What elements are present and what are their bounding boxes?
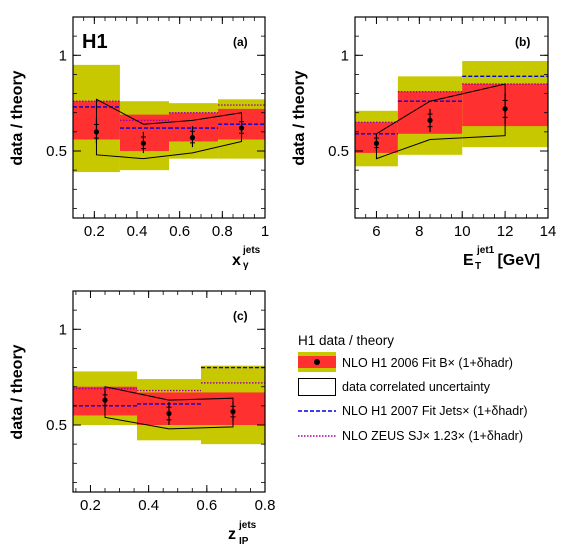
y-tick-label: 0.5 <box>46 143 67 160</box>
x-tick-label: 12 <box>497 223 514 240</box>
panel-b-xlabel-e: E <box>463 252 474 269</box>
correlated-uncertainty-envelope <box>375 83 506 160</box>
x-tick-label: 0.4 <box>127 223 148 240</box>
plot-frame <box>72 290 266 493</box>
data-point-bin-1 <box>166 410 172 417</box>
experiment-label: H1 <box>82 31 108 53</box>
legend-text-h1-2007: NLO H1 2007 Fit Jets× (1+δhadr) <box>342 404 528 418</box>
panel-1-plot: 0.2 0.4 0.6 0.8 1 0.5 1 <box>46 16 269 240</box>
x-tick-label: 1 <box>261 223 269 240</box>
panel-c-label: (c) <box>233 309 248 323</box>
data-point-bin-2 <box>502 106 508 112</box>
legend-text-correlated: data correlated uncertainty <box>342 380 491 394</box>
correlated-uncertainty-envelope <box>104 386 234 430</box>
legend-entry-correlated: data correlated uncertainty <box>298 378 491 396</box>
legend-point-marker <box>314 359 320 365</box>
correlated-uncertainty-envelope <box>95 98 243 160</box>
panel-b-ylabel: data / theory <box>291 70 308 165</box>
legend-open-box-swatch <box>298 378 336 396</box>
panel-a-xlabel: x <box>232 252 241 269</box>
legend-text-nlo-h1-2006: NLO H1 2006 Fit B× (1+δhadr) <box>342 356 513 370</box>
legend-title: H1 data / theory <box>298 333 394 348</box>
panel-b: data / theory (b) E T jet1 [GeV] <box>291 35 540 272</box>
panel-2-plot: 6 8 10 12 14 0.5 1 <box>328 16 557 240</box>
panel-c-xlabel-sup: jets <box>238 520 257 531</box>
x-tick-label: 8 <box>415 223 423 240</box>
legend-entry-nlo-h1-2006: NLO H1 2006 Fit B× (1+δhadr) <box>298 352 513 372</box>
x-tick-label: 6 <box>372 223 380 240</box>
data-point-bin-0 <box>93 129 100 135</box>
y-tick-label: 1 <box>59 321 67 338</box>
x-tick-label: 14 <box>540 223 557 240</box>
panel-b-xlabel-unit: [GeV] <box>493 252 540 269</box>
panel-c-xlabel-sub: IP <box>239 536 249 547</box>
legend-text-zeus: NLO ZEUS SJ× 1.23× (1+δhadr) <box>342 429 523 443</box>
plot-areas: 0.2 0.4 0.6 0.8 10.516 8 10 12 140.510.2 0.4 0.6 0.… <box>46 16 557 514</box>
panel-a-xlabel-sub: γ <box>243 260 249 271</box>
panel-a-xlabel-sup: jets <box>242 245 261 256</box>
panel-a-label: (a) <box>233 35 248 49</box>
y-tick-label: 0.5 <box>46 417 67 434</box>
data-point-bin-1 <box>427 117 433 123</box>
x-tick-label: 0.8 <box>212 223 233 240</box>
panel-c-ylabel: data / theory <box>9 344 26 439</box>
panel-c: data / theory (c) z IP jets <box>9 309 257 547</box>
panel-c-xlabel: z <box>228 526 236 543</box>
y-tick-label: 1 <box>341 47 349 64</box>
legend: H1 data / theory NLO H1 2006 Fit B× (1+δ… <box>298 333 528 443</box>
panel-b-xlabel-sub: T <box>475 261 481 272</box>
x-tick-label: 0.2 <box>80 497 101 514</box>
data-point-bin-2 <box>189 135 196 141</box>
data-point-bin-0 <box>102 397 108 403</box>
x-tick-label: 0.6 <box>196 497 217 514</box>
x-tick-label: 0.6 <box>169 223 190 240</box>
panel-a-ylabel: data / theory <box>9 70 26 165</box>
data-point-bin-3 <box>238 125 245 131</box>
panel-b-label: (b) <box>515 35 530 49</box>
panel-a: data / theory H1 (a) x γ jets <box>9 31 261 271</box>
y-tick-label: 1 <box>59 47 67 64</box>
x-tick-label: 10 <box>454 223 471 240</box>
x-tick-label: 0.2 <box>84 223 105 240</box>
panel-3-plot: 0.2 0.4 0.6 0.8 0.5 1 <box>46 290 276 514</box>
data-point-bin-1 <box>140 140 146 146</box>
panel-b-xlabel-sup: jet1 <box>476 245 495 256</box>
data-point-bin-2 <box>230 409 236 415</box>
y-tick-label: 0.5 <box>328 143 349 160</box>
legend-entry-h1-2007: NLO H1 2007 Fit Jets× (1+δhadr) <box>298 404 528 418</box>
x-tick-label: 0.4 <box>138 497 159 514</box>
data-point-bin-0 <box>373 140 380 146</box>
x-tick-label: 0.8 <box>255 497 276 514</box>
legend-entry-zeus: NLO ZEUS SJ× 1.23× (1+δhadr) <box>298 429 523 443</box>
